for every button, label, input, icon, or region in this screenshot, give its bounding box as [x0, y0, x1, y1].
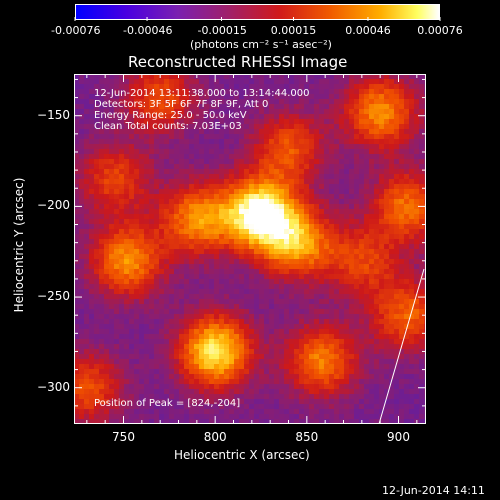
colorbar-tick-label: -0.00046 — [123, 24, 173, 37]
colorbar-tick-labels: -0.00076 -0.00046 -0.00015 0.00015 0.00046 0.… — [0, 24, 500, 38]
annotation-time-range: 12-Jun-2014 13:11:38.000 to 13:14:44.000 — [94, 88, 310, 99]
colorbar-tick-label: 0.00076 — [417, 24, 463, 37]
colorbar-tick-label: -0.00076 — [51, 24, 101, 37]
y-tick-label: −150 — [37, 107, 70, 122]
annotation-clean-counts: Clean Total counts: 7.03E+03 — [94, 121, 242, 132]
y-tick-label: −250 — [37, 289, 70, 304]
annotation-detectors: Detectors: 3F 5F 6F 7F 8F 9F, Att 0 — [94, 99, 269, 110]
annotation-energy-range: Energy Range: 25.0 - 50.0 keV — [94, 110, 247, 121]
solar-limb-line — [378, 268, 425, 424]
y-tick-label: −200 — [37, 198, 70, 213]
plot-frame — [74, 74, 426, 424]
y-axis-label: Heliocentric Y (arcsec) — [12, 177, 26, 313]
x-tick-label: 750 — [112, 430, 135, 444]
colorbar-unit-label: (photons cm⁻² s⁻¹ asec⁻²) — [190, 38, 332, 51]
y-tick-label: −300 — [37, 379, 70, 394]
colorbar-ticks — [74, 17, 441, 21]
chart-title: Reconstructed RHESSI Image — [128, 53, 348, 71]
x-axis-label: Heliocentric X (arcsec) — [174, 448, 310, 462]
x-tick-label: 800 — [203, 430, 227, 444]
footer-timestamp: 12-Jun-2014 14:11 — [382, 484, 485, 497]
x-tick-label: 900 — [387, 430, 410, 444]
colorbar-tick-label: 0.00046 — [345, 24, 391, 37]
axis-ticks — [74, 74, 426, 424]
annotation-block: 12-Jun-2014 13:11:38.000 to 13:14:44.000… — [94, 88, 310, 132]
colorbar-tick-label: -0.00015 — [197, 24, 247, 37]
heatmap-plot — [74, 74, 426, 424]
colorbar-tick-label: 0.00015 — [270, 24, 317, 37]
heatmap-cells — [74, 74, 426, 424]
annotation-peak-position: Position of Peak = [824,-204] — [94, 398, 241, 409]
colorbar — [75, 4, 440, 20]
x-tick-label: 850 — [295, 430, 319, 444]
